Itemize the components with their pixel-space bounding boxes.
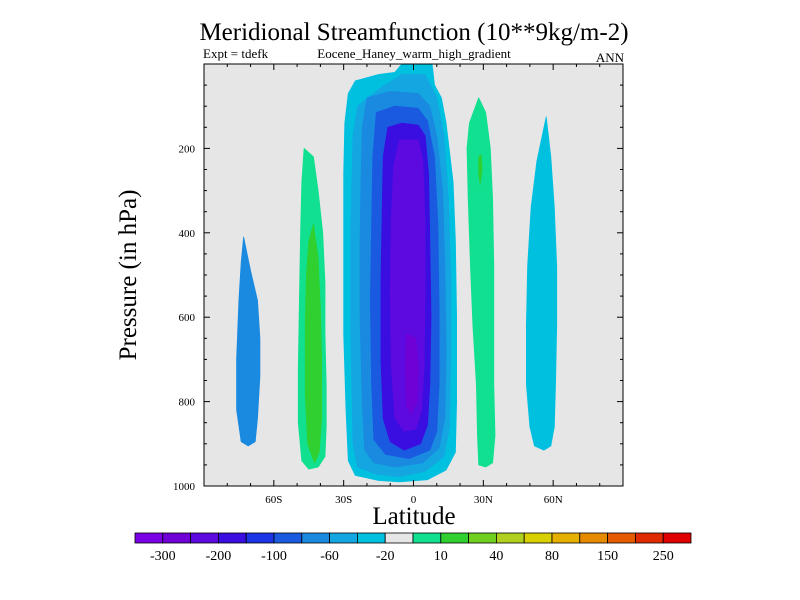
colorbar-swatch (412, 532, 442, 544)
colorbar-swatch (162, 532, 192, 544)
nh-ferrel (466, 97, 496, 468)
colorbar-swatch (440, 532, 469, 544)
colorbar-label: 150 (597, 549, 618, 564)
y-tick-label: 800 (179, 397, 196, 409)
colorbar-swatch (356, 532, 386, 544)
y-tick-label: 600 (179, 312, 196, 324)
x-tick-label: 30N (474, 494, 493, 506)
colorbar-label: -60 (320, 549, 339, 564)
colorbar-swatch (245, 532, 275, 544)
x-axis-label: Latitude (372, 503, 455, 530)
x-tick-label: 60N (544, 494, 563, 506)
nh-polar-cell (526, 116, 558, 451)
colorbar-swatch (579, 532, 608, 544)
plot-area (203, 63, 624, 487)
colorbar-swatch (551, 532, 581, 544)
plot-frame (203, 63, 624, 487)
y-tick-labels: 200 400 600 800 1000 (173, 143, 196, 493)
colorbar-swatch (468, 532, 497, 544)
colorbar-swatch (662, 532, 692, 544)
nh-ferrel-speck (478, 154, 483, 185)
colorbar-label: 10 (434, 549, 448, 564)
colorbar-label: -200 (206, 549, 232, 564)
colorbar-label: 40 (489, 549, 503, 564)
colorbar-swatch (523, 532, 553, 544)
colorbar-swatch (134, 532, 164, 544)
contour-regions (236, 63, 558, 483)
colorbar-swatch (190, 532, 219, 544)
colorbar-swatch (217, 532, 247, 544)
colorbar-swatch (301, 532, 330, 544)
colorbar-swatch (329, 532, 358, 544)
colorbar-label: -100 (261, 549, 287, 564)
sh-polar-cell (236, 236, 261, 447)
sh-ferrel-core (304, 223, 323, 464)
colorbar-label: 80 (545, 549, 559, 564)
hadley-c7 (404, 333, 419, 415)
y-axis-label: Pressure (in hPa) (115, 190, 142, 361)
colorbar-label: -20 (376, 549, 395, 564)
y-tick-label: 200 (179, 143, 196, 155)
x-tick-label: 30S (335, 494, 352, 506)
colorbar-swatch (607, 532, 636, 544)
colorbar-swatch (273, 532, 303, 544)
subtitle-right: ANN (596, 50, 625, 65)
colorbar-swatch (384, 532, 414, 544)
subtitle-center: Eocene_Haney_warm_high_gradient (317, 46, 511, 61)
x-tick-label: 60S (265, 494, 282, 506)
x-tick-label: 0 (411, 494, 417, 506)
y-tick-label: 400 (179, 228, 196, 240)
chart-title: Meridional Streamfunction (10**9kg/m-2) (199, 19, 628, 46)
colorbar-label: 250 (653, 549, 674, 564)
y-tick-label: 1000 (173, 481, 196, 493)
colorbar-swatch (495, 532, 525, 544)
colorbar-label: -300 (150, 549, 176, 564)
subtitle-left: Expt = tdefk (203, 46, 269, 61)
colorbar-labels: -300 -200 -100 -60 -20 10 40 80 150 250 (150, 549, 674, 564)
x-tick-labels: 60S 30S 0 30N 60N (265, 494, 562, 506)
colorbar (134, 532, 692, 544)
colorbar-swatch (635, 532, 664, 544)
